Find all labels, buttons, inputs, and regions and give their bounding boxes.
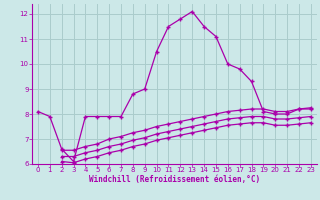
X-axis label: Windchill (Refroidissement éolien,°C): Windchill (Refroidissement éolien,°C): [89, 175, 260, 184]
